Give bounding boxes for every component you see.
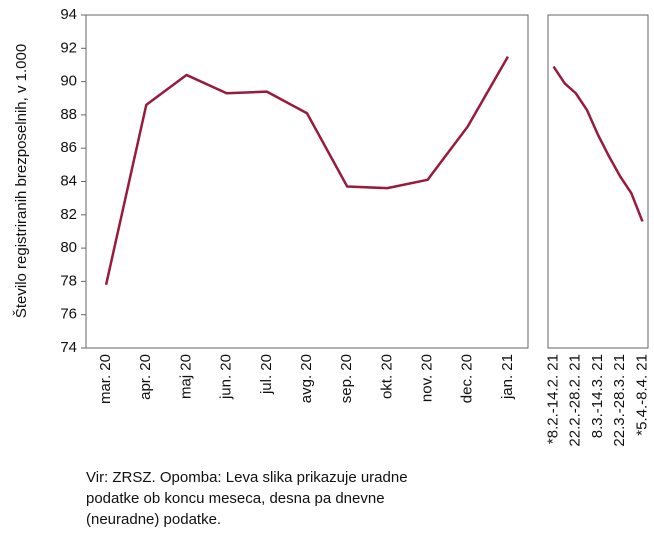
x-tick-label: jan. 21 <box>499 354 516 400</box>
y-tick-label: 78 <box>60 272 77 289</box>
x-tick-label: jun. 20 <box>218 354 235 400</box>
y-tick-label: 86 <box>60 139 77 156</box>
x-tick-label: okt. 20 <box>378 354 395 399</box>
source-note: podatke ob koncu meseca, desna pa dnevne <box>86 490 385 507</box>
y-tick-label: 82 <box>60 206 77 223</box>
x-tick-label: apr. 20 <box>137 354 154 400</box>
y-tick-label: 90 <box>60 73 77 90</box>
y-tick-label: 84 <box>60 172 77 189</box>
y-axis-label: Število registriranih brezposelnih, v 1.… <box>13 44 30 318</box>
x-tick-label: maj 20 <box>177 354 194 399</box>
plot-frame <box>85 14 529 349</box>
data-line <box>552 65 644 222</box>
x-tick-label: *5.4.-8.4. 21 <box>633 354 650 436</box>
y-tick-label: 92 <box>60 39 77 56</box>
x-tick-label: mar. 20 <box>97 354 114 404</box>
x-tick-label: jul. 20 <box>258 354 275 395</box>
x-tick-label: 8.3.-14.3. 21 <box>589 354 606 438</box>
source-note: (neuradne) podatke. <box>86 511 221 528</box>
source-note: Vir: ZRSZ. Opomba: Leva slika prikazuje … <box>86 469 408 486</box>
y-tick-label: 94 <box>60 6 77 23</box>
x-tick-label: 22.3.-28.3. 21 <box>611 354 628 447</box>
x-tick-label: avg. 20 <box>298 354 315 403</box>
plot-frame <box>547 14 649 349</box>
data-line <box>104 56 509 286</box>
x-tick-label: dec. 20 <box>459 354 476 403</box>
x-tick-label: 22.2.-28.2. 21 <box>567 354 584 447</box>
y-tick-label: 74 <box>60 339 77 356</box>
x-tick-label: sep. 20 <box>338 354 355 403</box>
x-tick-label: *8.2.-14.2. 21 <box>545 354 562 444</box>
y-tick-label: 80 <box>60 239 77 256</box>
x-tick-label: nov. 20 <box>419 354 436 402</box>
y-tick-label: 88 <box>60 106 77 123</box>
y-tick-label: 76 <box>60 306 77 323</box>
